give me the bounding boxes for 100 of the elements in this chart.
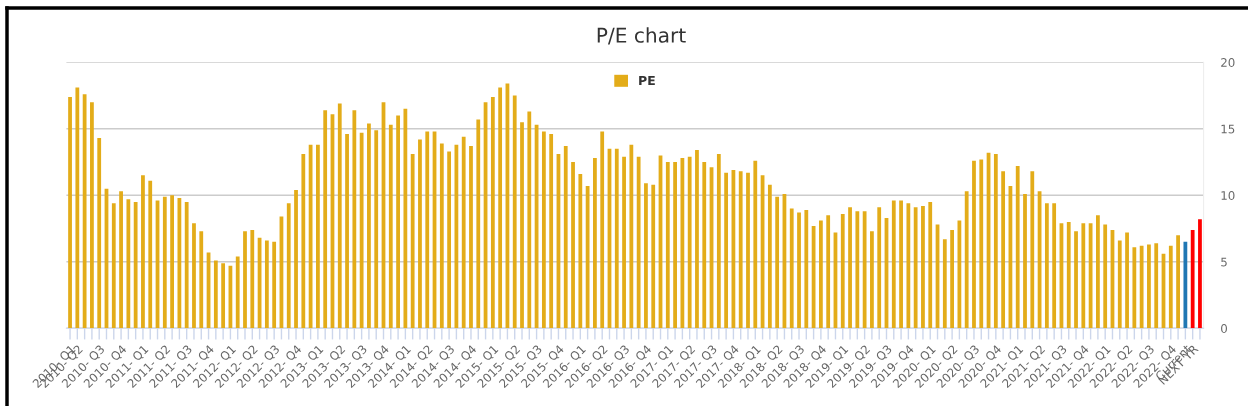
bar	[571, 162, 575, 329]
bar	[250, 229, 255, 329]
bar	[97, 138, 102, 329]
bar	[374, 130, 379, 329]
y-tick-label: 20	[1221, 58, 1235, 67]
y-tick-label: 15	[1221, 124, 1235, 134]
bar	[68, 96, 72, 329]
bar	[111, 203, 116, 329]
bar	[848, 207, 852, 329]
bar	[301, 154, 306, 329]
bar	[578, 174, 583, 329]
bar	[1030, 171, 1035, 329]
bar	[352, 110, 357, 329]
bar	[840, 213, 845, 329]
bar	[942, 239, 947, 329]
bar	[877, 207, 882, 329]
bar	[680, 158, 685, 329]
bar	[1132, 247, 1137, 329]
bar	[775, 196, 780, 329]
bar	[1096, 215, 1100, 329]
bar	[702, 162, 707, 329]
bar	[359, 132, 364, 329]
bar	[1168, 245, 1173, 329]
bar	[1198, 219, 1202, 329]
bar	[425, 131, 430, 329]
bar	[993, 154, 998, 329]
bar	[964, 191, 969, 329]
bar	[345, 134, 349, 329]
bar	[308, 144, 313, 329]
bar	[1001, 171, 1006, 329]
bar	[469, 146, 473, 329]
bar	[600, 131, 605, 329]
bar	[1154, 243, 1159, 329]
bar	[614, 148, 619, 329]
bar	[272, 241, 277, 329]
bar	[418, 139, 422, 329]
bar	[906, 203, 911, 329]
bar	[1190, 229, 1195, 329]
bar	[716, 154, 721, 329]
bar	[184, 201, 189, 329]
bar	[439, 143, 444, 329]
bar	[177, 197, 182, 329]
bar	[1139, 245, 1144, 329]
bar	[75, 87, 80, 329]
bar	[337, 103, 342, 329]
bar	[891, 200, 896, 329]
bar	[651, 184, 656, 329]
bar	[541, 131, 546, 329]
bar	[1147, 244, 1151, 329]
bar	[498, 87, 503, 329]
bar	[1074, 231, 1078, 329]
bar	[476, 119, 481, 329]
bar	[862, 211, 867, 329]
bar	[323, 110, 328, 329]
bar	[1088, 223, 1093, 329]
bar	[367, 123, 371, 329]
chart-title: P/E chart	[597, 27, 686, 45]
bar	[170, 195, 174, 329]
bar	[294, 189, 298, 329]
bar	[804, 209, 809, 329]
bar	[687, 156, 692, 329]
bar	[746, 172, 750, 329]
bar	[797, 212, 801, 329]
bar	[490, 96, 495, 329]
bar	[213, 260, 218, 329]
bar	[1023, 193, 1027, 329]
bar	[133, 201, 138, 329]
bar	[396, 115, 400, 329]
bar	[928, 201, 933, 329]
bar	[695, 150, 699, 329]
bar	[585, 185, 590, 329]
bar	[1015, 166, 1020, 329]
bar	[141, 175, 145, 329]
bar	[767, 184, 772, 329]
bar	[527, 111, 532, 329]
bar	[1066, 221, 1071, 329]
bar	[403, 108, 408, 329]
bar	[629, 144, 634, 329]
bar	[199, 231, 204, 329]
bar	[1103, 224, 1108, 329]
bar	[221, 263, 226, 329]
bar	[957, 220, 962, 329]
bar	[148, 180, 153, 329]
bar	[738, 171, 743, 329]
bar	[512, 95, 517, 329]
bar	[1044, 203, 1049, 329]
bar	[1176, 235, 1180, 329]
bar	[316, 144, 320, 329]
bar	[286, 203, 291, 329]
bar	[921, 205, 925, 329]
bar	[972, 160, 976, 329]
bar	[162, 196, 167, 329]
bar	[665, 162, 670, 329]
bar	[192, 223, 196, 329]
bar	[461, 136, 466, 329]
bar	[1081, 223, 1086, 329]
bar	[563, 146, 568, 329]
bar	[235, 256, 240, 329]
y-tick-label: 0	[1221, 324, 1227, 333]
bar	[243, 231, 247, 329]
